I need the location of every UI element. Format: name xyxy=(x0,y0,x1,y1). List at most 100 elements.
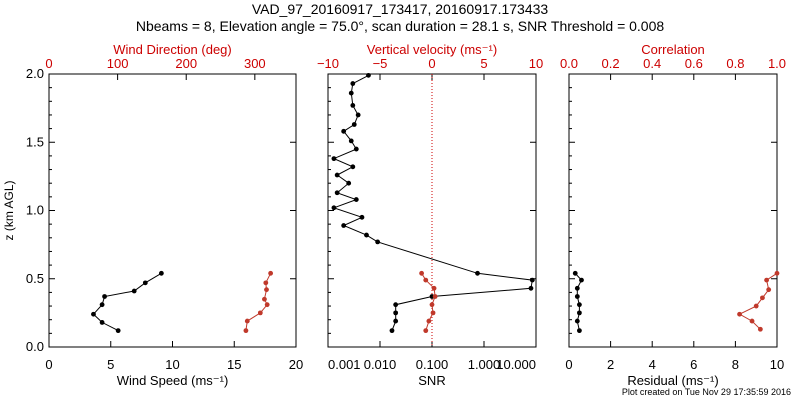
data-point-black xyxy=(393,310,399,316)
data-point-black xyxy=(346,180,352,186)
top-axis-label: Vertical velocity (ms⁻¹) xyxy=(367,42,497,57)
data-point-black xyxy=(475,270,480,276)
y-tick-label: 0.0 xyxy=(26,339,44,354)
data-point-black xyxy=(572,270,578,276)
data-point-black xyxy=(102,294,107,299)
data-point-black xyxy=(334,172,340,178)
data-point-red xyxy=(749,318,755,324)
series-line-black xyxy=(332,74,533,331)
x-axis-label: SNR xyxy=(418,373,445,388)
data-point-black xyxy=(574,285,580,291)
x-tick-label: 10 xyxy=(770,357,784,372)
data-point-red xyxy=(764,277,769,283)
data-point-black xyxy=(579,277,584,283)
data-point-black xyxy=(528,285,534,291)
x-tick-label: 10 xyxy=(165,357,179,372)
data-point-black xyxy=(348,138,354,144)
data-point-black xyxy=(389,328,395,334)
data-point-red xyxy=(263,280,269,286)
x-tick-label: 8 xyxy=(732,357,739,372)
plot-frame xyxy=(48,73,297,348)
data-point-black xyxy=(158,270,164,276)
data-point-black xyxy=(350,102,356,108)
data-point-red xyxy=(432,294,438,299)
data-point-black xyxy=(334,190,340,196)
data-point-black xyxy=(359,214,365,220)
data-point-black xyxy=(331,156,337,162)
top-tick-label: 0.0 xyxy=(560,56,578,71)
x-tick-label: 20 xyxy=(289,357,303,372)
data-point-red xyxy=(262,296,267,302)
plot-footer: Plot created on Tue Nov 29 17:35:59 2016 xyxy=(621,387,791,397)
plot-frame xyxy=(568,73,778,348)
top-tick-label: 0 xyxy=(45,56,52,71)
y-tick-label: 1.5 xyxy=(26,134,44,149)
top-tick-label: 1.0 xyxy=(768,56,786,71)
top-tick-label: −5 xyxy=(373,56,388,71)
data-point-black xyxy=(355,112,361,118)
data-point-black xyxy=(341,128,347,134)
x-tick-label: 15 xyxy=(227,357,241,372)
x-tick-label: 0.100 xyxy=(416,357,449,372)
top-axis-label: Correlation xyxy=(641,42,705,57)
x-axis-label: Residual (ms⁻¹) xyxy=(627,373,718,388)
data-point-red xyxy=(264,302,270,308)
x-tick-label: 0 xyxy=(565,357,572,372)
data-point-black xyxy=(331,205,337,211)
data-point-red xyxy=(419,270,424,276)
data-point-red xyxy=(757,326,763,332)
data-point-red xyxy=(257,310,263,316)
y-axis-label: z (km AGL) xyxy=(2,180,16,240)
data-point-red xyxy=(423,277,429,283)
data-point-black xyxy=(115,328,121,334)
data-point-black xyxy=(341,223,347,228)
data-point-red xyxy=(426,318,432,324)
series-line-red xyxy=(738,272,778,330)
data-point-red xyxy=(430,310,436,316)
chart-subtitle: Nbeams = 8, Elevation angle = 75.0°, sca… xyxy=(135,18,665,34)
chart-title: VAD_97_20160917_173417, 20160917.173433 xyxy=(251,1,549,17)
data-point-black xyxy=(99,320,105,325)
top-tick-label: 0.8 xyxy=(726,56,744,71)
data-point-red xyxy=(268,270,274,276)
data-point-black xyxy=(351,122,357,127)
top-tick-label: 10 xyxy=(529,56,543,71)
x-tick-label: 0 xyxy=(45,357,52,372)
data-point-black xyxy=(393,318,399,324)
top-tick-label: 0.6 xyxy=(685,56,703,71)
data-point-red xyxy=(766,287,772,293)
data-point-black xyxy=(574,294,580,299)
top-tick-label: 0 xyxy=(428,56,435,71)
data-point-black xyxy=(577,310,582,316)
x-tick-label: 2 xyxy=(607,357,614,372)
data-point-black xyxy=(353,197,359,202)
data-point-black xyxy=(353,146,359,152)
data-point-black xyxy=(574,318,580,324)
x-tick-label: 4 xyxy=(649,357,656,372)
top-tick-label: 0.4 xyxy=(643,56,661,71)
data-point-black xyxy=(375,239,381,245)
x-tick-label: 0.001 xyxy=(328,357,361,372)
data-point-black xyxy=(350,164,356,170)
top-axis-label: Wind Direction (deg) xyxy=(113,42,232,57)
top-tick-label: 100 xyxy=(107,56,129,71)
top-tick-label: 0.2 xyxy=(602,56,620,71)
data-point-red xyxy=(737,311,742,317)
data-point-black xyxy=(577,302,582,308)
data-point-black xyxy=(91,311,96,317)
top-tick-label: −10 xyxy=(317,56,339,71)
data-point-red xyxy=(244,318,250,324)
data-point-red xyxy=(243,328,249,334)
data-point-black xyxy=(366,72,371,78)
x-tick-label: 6 xyxy=(690,357,697,372)
data-point-black xyxy=(99,302,105,308)
y-tick-label: 0.5 xyxy=(26,271,44,286)
data-point-black xyxy=(529,277,535,283)
data-point-red xyxy=(429,302,435,308)
y-tick-label: 1.0 xyxy=(26,203,44,218)
x-tick-label: 5 xyxy=(107,357,114,372)
top-tick-label: 200 xyxy=(175,56,197,71)
